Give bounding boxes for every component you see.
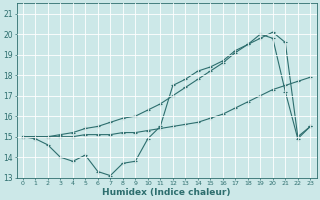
X-axis label: Humidex (Indice chaleur): Humidex (Indice chaleur) [102,188,231,197]
